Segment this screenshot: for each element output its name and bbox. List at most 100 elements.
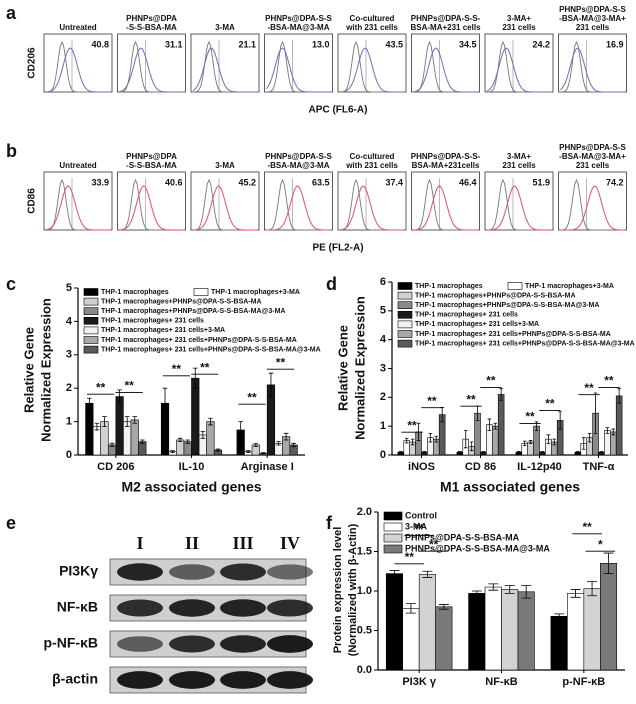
significance: **: [96, 380, 106, 394]
y-tick-label: 5: [66, 282, 72, 294]
stained-curve: [560, 47, 625, 93]
significance: **: [427, 394, 437, 408]
significance: **: [247, 390, 257, 404]
gate-value: 33.9: [91, 177, 109, 187]
error-bar: [458, 451, 462, 454]
legend-swatch: [83, 307, 99, 316]
bar: [402, 608, 420, 671]
stained-curve: [560, 185, 625, 231]
lane-label: II: [185, 533, 199, 553]
y-axis-label: Relative Gene: [335, 325, 350, 411]
legend-swatch: [83, 297, 99, 306]
legend-swatch: [507, 282, 523, 290]
stained-curve: [266, 185, 331, 231]
bar: [615, 395, 623, 456]
gate-value: 40.6: [165, 177, 183, 187]
bar: [92, 426, 101, 456]
significance: **: [405, 550, 415, 564]
error-bar: [283, 432, 289, 441]
error-bar: [463, 430, 468, 449]
sample-name: 231 cells: [502, 23, 536, 32]
blot-band: [220, 635, 266, 653]
error-bar: [291, 442, 296, 448]
stained-curve: [339, 185, 404, 231]
y-tick-label: 2: [66, 382, 72, 394]
axis-label: CD206: [27, 47, 38, 79]
bar: [385, 573, 404, 671]
error-bar: [124, 416, 130, 428]
blot-band: [169, 599, 215, 617]
sample-name: Untreated: [59, 23, 96, 32]
blot-band: [169, 671, 215, 689]
sample-name: -BSA-MA@3-MA+: [559, 14, 626, 23]
error-bar: [528, 440, 533, 444]
y-tick-label: 0: [380, 449, 386, 461]
significance: **: [124, 379, 134, 393]
stained-curve: [119, 47, 184, 93]
error-bar: [605, 427, 610, 434]
error-bar: [581, 437, 586, 450]
legend-swatch: [83, 316, 99, 325]
histogram-frame: [264, 171, 333, 231]
legend-label: PHNPs@DPA-S-S-BSA-MA@3-MA: [405, 543, 550, 553]
legend-label: THP-1 macrophages+ 231 cells+PHNPs@DPA-S…: [101, 337, 297, 344]
y-axis-label: Normalized Expression: [352, 296, 367, 440]
legend-label: THP-1 macrophages+ 231 cells: [415, 312, 518, 319]
error-bar: [268, 372, 274, 397]
stained-curve: [45, 185, 110, 231]
legend-swatch: [383, 533, 403, 543]
blot-band: [169, 635, 215, 653]
error-bar: [422, 451, 427, 454]
sample-name: Untreated: [59, 161, 96, 170]
row-label: β-actin: [52, 671, 98, 687]
significance: **: [604, 374, 614, 388]
stained-curve: [339, 47, 404, 93]
gate-value: 51.9: [532, 177, 550, 187]
sample-name: 3-MA: [215, 161, 235, 170]
histogram-frame: [558, 33, 627, 93]
stained-curve: [266, 47, 331, 93]
bar: [176, 439, 185, 456]
y-tick-label: 0: [66, 449, 72, 461]
gate-value: 13.0: [312, 39, 330, 49]
axis-label: CD86: [27, 188, 38, 214]
bar: [527, 441, 534, 456]
sample-name: with 231 cells: [345, 161, 398, 170]
error-bar: [389, 570, 400, 578]
x-tick-label: CD 206: [97, 461, 134, 473]
legend-label: 3-MA: [405, 521, 427, 531]
error-bar: [558, 411, 562, 430]
legend-label: PHNPs@DPA-S-S-BSA-MA: [405, 532, 520, 542]
sample-name: PHNPs@DPA-S-S: [265, 14, 332, 23]
sample-name: PHNPs@DPA-S-S-: [411, 152, 481, 161]
sample-name: with 231 cells: [345, 23, 398, 32]
stained-curve: [413, 47, 478, 93]
error-bar: [261, 452, 266, 455]
significance: **: [414, 522, 424, 536]
error-bar: [253, 443, 259, 447]
control-curve: [560, 178, 625, 231]
error-bar: [471, 590, 482, 597]
sample-name: PHNPs@DPA-S-S-: [411, 14, 481, 23]
histogram-frame: [43, 171, 113, 231]
y-tick-label: 3: [380, 362, 386, 374]
histogram-frame: [337, 171, 407, 231]
x-tick-label: iNOS: [408, 461, 435, 473]
error-bar: [428, 432, 433, 443]
x-axis-label: M1 associated genes: [440, 479, 580, 495]
error-bar: [177, 437, 183, 443]
stained-curve: [193, 185, 257, 231]
error-bar: [570, 589, 581, 598]
lane-label: I: [136, 533, 143, 553]
x-tick-label: TNF-α: [583, 461, 615, 473]
significance: **: [584, 381, 594, 395]
sample-name: PHNPs@DPA-S-S: [265, 152, 332, 161]
legend-label: THP-1 macrophages+3-MA: [525, 283, 614, 290]
error-bar: [185, 439, 190, 444]
lane-label: III: [232, 533, 253, 553]
error-bar: [109, 442, 115, 448]
gate-value: 24.2: [532, 39, 550, 49]
blot-band: [117, 636, 163, 652]
y-tick-label: 1: [66, 416, 72, 428]
error-bar: [102, 416, 107, 428]
